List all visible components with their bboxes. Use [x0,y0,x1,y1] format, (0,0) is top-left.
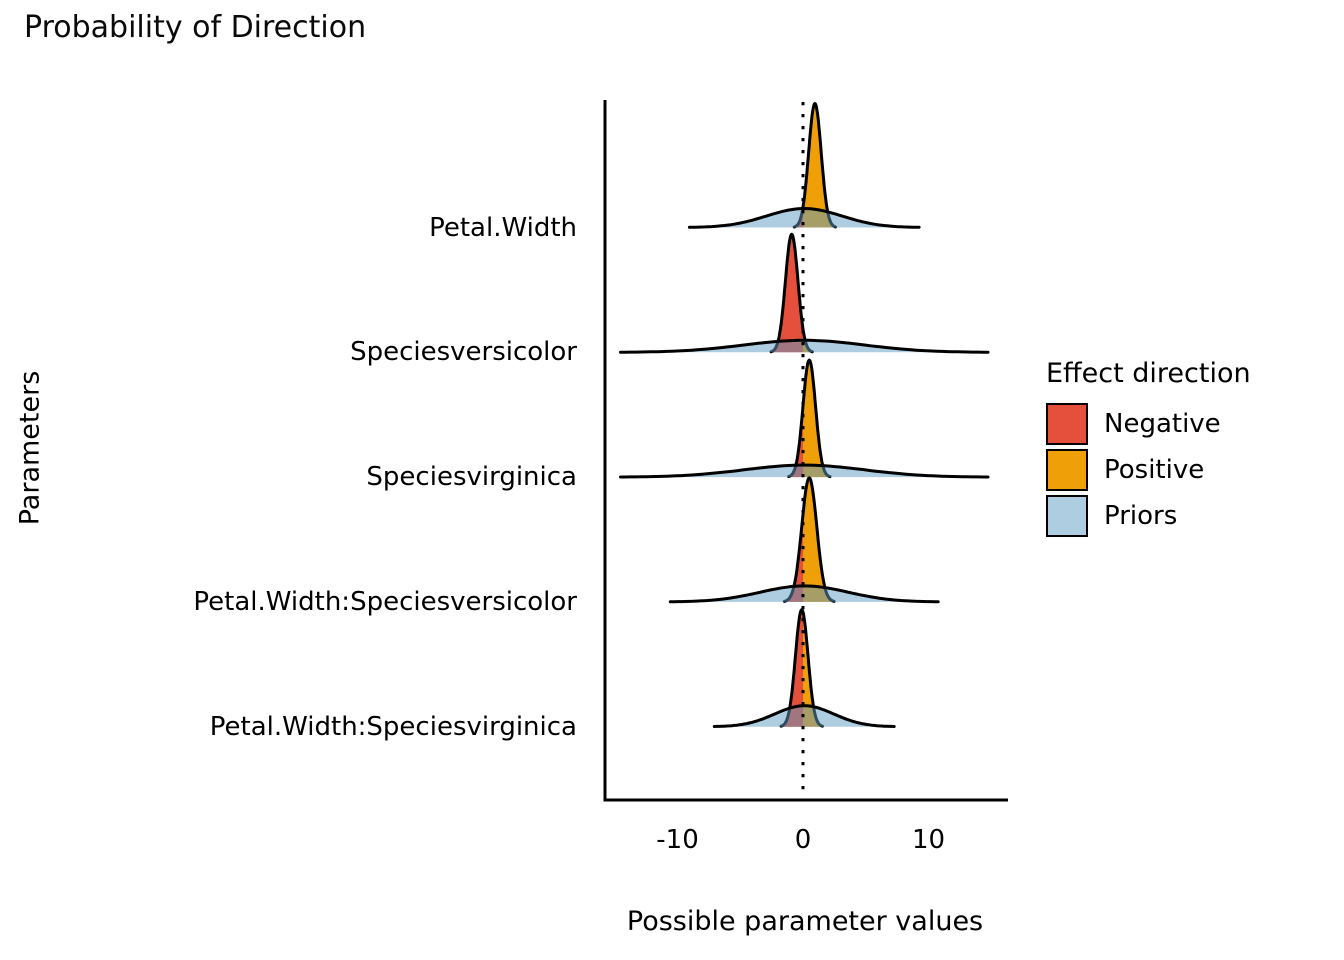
y-label-3: Speciesvirginica [366,462,577,493]
legend-items: Negative Positive Priors [1046,403,1251,537]
legend-label: Positive [1104,455,1205,485]
legend-item-negative: Negative [1046,403,1251,445]
y-label-2: Speciesversicolor [350,337,577,368]
legend-swatch-positive [1046,449,1088,491]
posterior-fill-negative [784,514,803,602]
y-label-4: Petal.Width:Speciesversicolor [193,586,577,617]
ridge-row-4 [668,476,940,604]
prior-outline [668,584,940,604]
legend: Effect direction Negative Positive Priors [1046,358,1251,541]
posterior-fill-negative [771,234,803,353]
posterior-fill-positive [803,360,830,478]
legend-label: Negative [1104,409,1221,439]
posterior-fill-negative [788,405,803,478]
posterior-fill-positive [803,612,823,727]
ridge-row-2 [619,232,990,354]
prior-outline [687,207,921,229]
prior-outline [619,338,990,354]
legend-swatch-priors [1046,495,1088,537]
x-tick-0: 0 [794,825,812,855]
y-label-5: Petal.Width:Speciesvirginica [209,711,577,742]
x-axis-title: Possible parameter values [626,906,984,937]
y-axis-title: Parameters [14,370,46,526]
page-title: Probability of Direction [24,10,367,45]
x-tick-10: 10 [911,825,946,855]
legend-item-priors: Priors [1046,495,1251,537]
legend-swatch-negative [1046,403,1088,445]
legend-label: Priors [1104,501,1178,531]
ridge-row-1 [687,102,921,229]
prior-outline [712,704,896,728]
ridge-row-3 [619,358,990,479]
posterior-fill-positive [803,477,835,602]
y-label-1: Petal.Width [429,212,577,243]
axis-lines [603,100,1008,802]
x-tick--10: -10 [656,825,699,855]
legend-item-positive: Positive [1046,449,1251,491]
legend-title: Effect direction [1046,358,1251,389]
